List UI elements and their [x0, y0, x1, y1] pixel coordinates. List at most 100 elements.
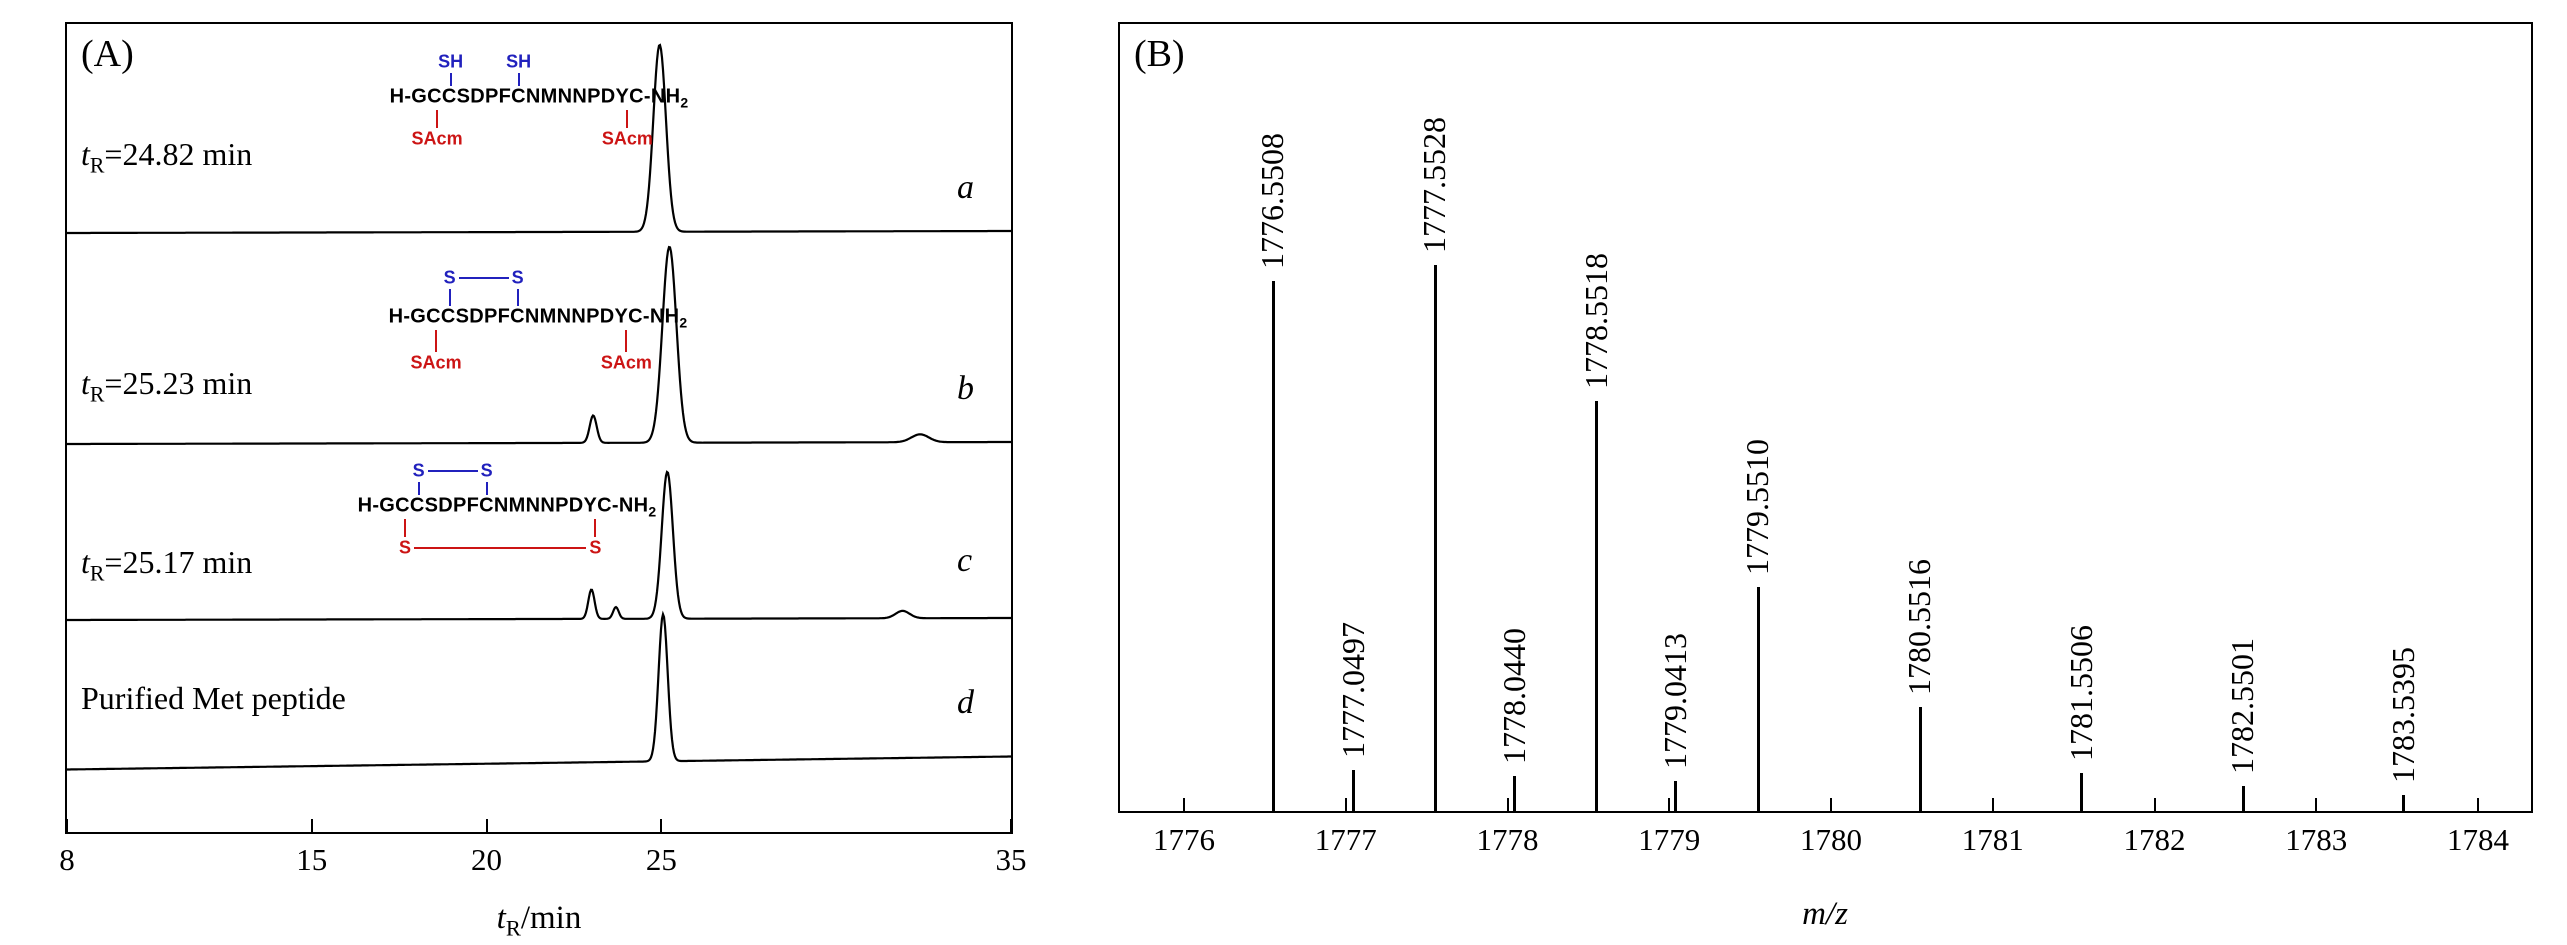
bond-line: [517, 73, 520, 86]
bond-line: [485, 482, 488, 495]
bond-line: [626, 110, 629, 128]
bond-line: [594, 519, 597, 537]
disulfide-sulfur-label: S: [399, 537, 412, 558]
sacm-protecting-group-label: SAcm: [601, 128, 653, 149]
hplc-trace-c: [67, 470, 1011, 622]
disulfide-bridge-line: [414, 547, 587, 549]
panel-b-xtick: [2153, 798, 2156, 811]
panel-a-overlay: tR=24.82 min a tR=25.23 min b tR=25.17 min c P…: [67, 24, 1011, 832]
panel-b-xtick-label: 1782: [2123, 822, 2186, 857]
panel-a-xtick: [660, 819, 663, 832]
ms-peak-label-1780.5516: 1780.5516: [1901, 559, 1938, 695]
trace-letter-c: c: [957, 542, 973, 579]
ms-peak-label-1779.0413: 1779.0413: [1656, 633, 1693, 769]
sacm-protecting-group-label: SAcm: [410, 352, 462, 373]
panel-b-xtick: [1830, 798, 1832, 811]
panel-b-xtick: [1344, 798, 1347, 811]
panel-b-xtick: [2477, 798, 2479, 811]
panel-a-xtick-label: 35: [995, 842, 1027, 877]
panel-a-xtick-label: 8: [59, 842, 75, 877]
panel-b-xtick: [1506, 798, 1509, 811]
panel-a-xaxis-title: tR/min: [496, 900, 582, 941]
bond-line: [404, 519, 407, 537]
panel-b-xaxis-title: m/z: [1675, 896, 1975, 933]
bond-line: [625, 330, 628, 352]
ms-peak-label-1778.0440: 1778.0440: [1495, 628, 1532, 764]
ms-peak-1780.5516: [1918, 707, 1922, 811]
panel-a-xtick: [1010, 819, 1012, 832]
ms-peak-label-1779.5510: 1779.5510: [1739, 439, 1776, 575]
bond-line: [449, 73, 452, 86]
disulfide-sulfur-label: S: [511, 267, 524, 288]
ms-peak-label-1782.5501: 1782.5501: [2224, 638, 2261, 774]
disulfide-sulfur-label: S: [412, 460, 425, 481]
ms-peak-1778.5518: [1595, 401, 1599, 811]
ms-peak-label-1776.5508: 1776.5508: [1254, 133, 1291, 269]
panel-a-xtick-label: 15: [296, 842, 328, 877]
ms-peak-1779.0413: [1674, 781, 1678, 811]
panel-b-xtick-label: 1779: [1638, 822, 1701, 857]
panel-b-xtick: [1183, 798, 1185, 811]
panel-a-xtick: [485, 819, 488, 832]
bond-line: [516, 289, 519, 306]
ms-peak-label-1781.5506: 1781.5506: [2062, 625, 2099, 761]
panel-b-tag: (B): [1134, 33, 1185, 75]
panel-a-xtick: [66, 819, 68, 832]
panel-a-tag: (A): [81, 33, 134, 75]
ms-peak-label-1778.5518: 1778.5518: [1577, 253, 1614, 389]
mz-axis-label: m/z: [1802, 896, 1848, 932]
hplc-trace-b: [67, 245, 1011, 446]
ms-peak-1781.5506: [2080, 773, 2084, 811]
disulfide-bridge-line: [427, 470, 478, 472]
ms-peak-1776.5508: [1271, 281, 1275, 811]
ms-peak-label-1783.5395: 1783.5395: [2384, 647, 2421, 783]
trace-annotation-b: tR=25.23 min: [81, 365, 253, 407]
ms-peak-1782.5501: [2241, 786, 2245, 811]
panel-a-xtick-label: 25: [645, 842, 677, 877]
sacm-protecting-group-label: SAcm: [411, 128, 463, 149]
ms-peak-1777.0497: [1352, 770, 1356, 811]
ms-peak-label-1777.0497: 1777.0497: [1334, 622, 1371, 758]
disulfide-sulfur-label: S: [589, 537, 602, 558]
panel-b-xtick-label: 1783: [2285, 822, 2348, 857]
free-thiol-label: SH: [506, 51, 532, 72]
sacm-protecting-group-label: SAcm: [600, 352, 652, 373]
bond-line: [436, 110, 439, 128]
hplc-trace-d: [67, 610, 1011, 771]
panel-b-xtick-label: 1777: [1314, 822, 1377, 857]
trace-letter-d: d: [957, 684, 974, 721]
panel-b-xtick-label: 1776: [1153, 822, 1215, 857]
trace-letter-b: b: [957, 370, 974, 407]
free-thiol-label: SH: [438, 51, 464, 72]
ms-peak-1777.5528: [1433, 265, 1437, 811]
trace-annotation-d: Purified Met peptide: [81, 680, 346, 716]
mass-spectrum-plot: 1776.5508 1777.0497 1777.5528 1778.0440 1778…: [1120, 24, 2531, 811]
panel-b-xtick: [1991, 798, 1994, 811]
panel-b-xtick-label: 1781: [1961, 822, 2024, 857]
bond-line: [417, 482, 420, 495]
trace-annotation-a: tR=24.82 min: [81, 136, 253, 178]
ms-peak-1778.0440: [1513, 776, 1517, 811]
ms-peak-1779.5510: [1756, 587, 1760, 811]
panel-a-xtick: [310, 819, 313, 832]
disulfide-sulfur-label: S: [443, 267, 456, 288]
hplc-trace-a: [67, 43, 1011, 235]
trace-annotation-c: tR=25.17 min: [81, 544, 253, 586]
bond-line: [435, 330, 438, 352]
ms-peak-1783.5395: [2402, 795, 2405, 811]
peptide-sequence-b: H-GCCSDPFCNMNNPDYC-NH2: [388, 305, 688, 331]
trace-letter-a: a: [957, 169, 974, 206]
peptide-sequence-a: H-GCCSDPFCNMNNPDYC-NH2: [389, 85, 689, 111]
hplc-chromatogram-plot: [67, 43, 1011, 771]
panel-b-xtick: [1668, 798, 1671, 811]
panel-a: tR=24.82 min a tR=25.23 min b tR=25.17 min c P…: [65, 22, 1013, 834]
panel-a-xtick-label: 20: [471, 842, 503, 877]
panel-b: 1776.5508 1777.0497 1777.5528 1778.0440 1778…: [1118, 22, 2533, 813]
panel-b-xtick-label: 1784: [2447, 822, 2509, 857]
bond-line: [448, 289, 451, 306]
panel-b-xtick: [2315, 798, 2318, 811]
disulfide-bridge-line: [458, 277, 509, 279]
panel-b-xtick-label: 1778: [1476, 822, 1539, 857]
ms-peak-label-1777.5528: 1777.5528: [1416, 117, 1453, 253]
